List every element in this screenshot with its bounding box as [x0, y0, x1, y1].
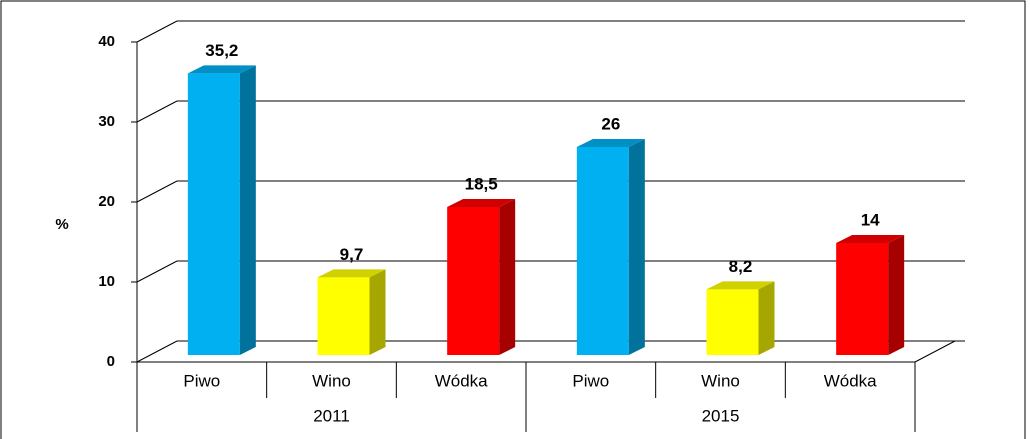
value-label: 18,5	[465, 174, 498, 193]
value-label: 35,2	[205, 41, 238, 60]
x-tick-label: Wódka	[824, 371, 877, 390]
bar	[447, 207, 500, 355]
grid-diagonal	[136, 260, 178, 283]
x-tick-label: Wino	[312, 371, 351, 390]
grid-diagonal	[136, 20, 178, 43]
y-tick-label: 40	[98, 33, 115, 50]
bar	[836, 243, 889, 355]
y-axis-label: %	[55, 216, 68, 233]
value-label: 9,7	[340, 245, 364, 264]
x-tick-label: Piwo	[183, 371, 220, 390]
bar-top	[706, 281, 775, 290]
x-tick-label: Wódka	[435, 371, 488, 390]
x-tick-label: Piwo	[572, 371, 609, 390]
group-label: 2015	[702, 406, 740, 425]
grid-diagonal	[136, 340, 178, 363]
bar-side	[888, 235, 905, 355]
floor-right	[914, 340, 956, 363]
y-tick-label: 10	[98, 273, 115, 290]
bar-side	[628, 139, 645, 355]
bar	[706, 289, 759, 355]
bar-side	[499, 199, 516, 355]
bar	[576, 147, 629, 355]
bar-top	[447, 199, 516, 207]
bar-top	[576, 139, 645, 147]
value-label: 14	[861, 210, 880, 229]
bar-side	[758, 281, 775, 355]
bar-top	[836, 235, 905, 243]
bar	[187, 73, 240, 356]
value-label: 8,2	[729, 257, 753, 276]
y-tick-label: 30	[98, 113, 115, 130]
x-tick-label: Wino	[701, 371, 740, 390]
group-label: 2011	[313, 406, 350, 425]
value-label: 26	[601, 114, 620, 133]
y-tick-label: 20	[98, 193, 115, 210]
grid-diagonal	[136, 180, 178, 203]
bar-side	[369, 269, 386, 355]
y-tick-label: 0	[107, 353, 115, 370]
bar-top	[187, 65, 256, 74]
bar-side	[239, 65, 256, 356]
bar-top	[317, 269, 386, 278]
bar	[317, 277, 370, 355]
grid-diagonal	[136, 100, 178, 123]
